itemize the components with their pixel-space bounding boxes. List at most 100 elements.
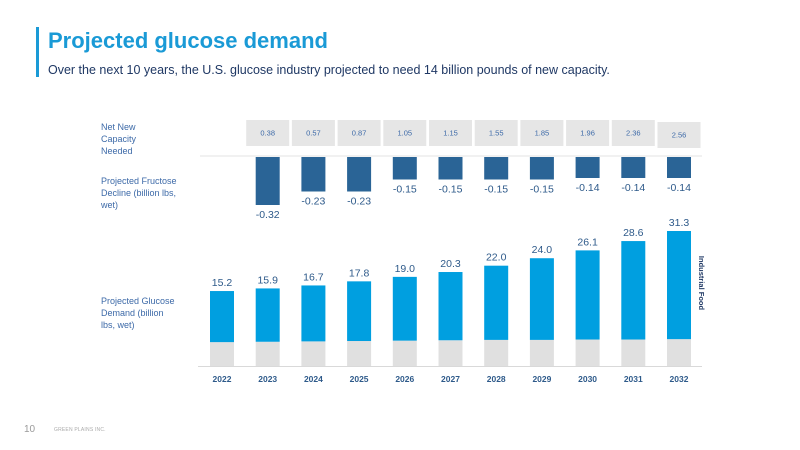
year-axis: 2022 2023 2024 2025 2026 2027 2028 2029 2030 2031…: [213, 374, 689, 384]
glucose-total-label: 28.6: [623, 227, 644, 239]
fructose-label-line: Decline (billion lbs,: [101, 188, 177, 198]
year-tick-label: 2023: [258, 374, 277, 384]
capacity-value: 1.55: [489, 129, 504, 138]
capacity-value: 2.56: [672, 131, 687, 140]
fructose-bar: [392, 157, 417, 180]
glucose-total-label: 15.9: [257, 274, 278, 286]
glucose-industrial-bar: [255, 341, 280, 366]
fructose-value-label: -0.14: [621, 182, 645, 194]
glucose-industrial-bar: [347, 341, 372, 366]
glucose-food-bar: [484, 265, 509, 340]
footer-company: GREEN PLAINS INC.: [54, 427, 106, 433]
capacity-value: 2.36: [626, 129, 641, 138]
year-tick-label: 2027: [441, 374, 460, 384]
capacity-box: [246, 120, 290, 146]
fructose-value-label: -0.14: [576, 182, 600, 194]
glucose-total-label: 19.0: [395, 263, 416, 275]
fructose-value-label: -0.15: [530, 184, 554, 196]
fructose-label-line: wet): [101, 200, 119, 210]
capacity-box: [474, 120, 518, 146]
page-subtitle: Over the next 10 years, the U.S. glucose…: [48, 63, 610, 77]
glucose-total-label: 24.0: [532, 244, 553, 256]
capacity-value: 1.05: [397, 129, 412, 138]
capacity-value: 1.85: [535, 129, 550, 138]
capacity-row-label: Net New Capacity Needed: [101, 121, 136, 157]
year-tick-label: 2028: [487, 374, 506, 384]
glucose-food-bar: [347, 281, 372, 342]
capacity-box: [383, 120, 427, 146]
year-tick-label: 2022: [213, 374, 232, 384]
capacity-value: 0.87: [352, 129, 367, 138]
glucose-industrial-bar: [438, 340, 463, 366]
glucose-total-label: 31.3: [669, 217, 690, 229]
capacity-label-line: Needed: [101, 146, 133, 156]
year-tick-label: 2031: [624, 374, 643, 384]
glucose-food-bar: [210, 291, 234, 343]
title-accent-bar: [36, 27, 39, 77]
capacity-box: [566, 120, 610, 146]
capacity-box: [337, 120, 381, 146]
page-title: Projected glucose demand: [48, 28, 328, 53]
fructose-value-label: -0.32: [256, 209, 280, 221]
glucose-industrial-bar: [575, 339, 600, 366]
fructose-row-label: Projected Fructose Decline (billion lbs,…: [101, 175, 177, 211]
year-tick-label: 2029: [532, 374, 551, 384]
glucose-total-label: 26.1: [577, 236, 598, 248]
fructose-value-label: -0.23: [301, 196, 325, 208]
glucose-industrial-bar: [529, 339, 554, 366]
glucose-total-label: 15.2: [212, 277, 233, 289]
glucose-total-label: 17.8: [349, 267, 370, 279]
glucose-label-line: Projected Glucose: [101, 296, 175, 306]
fructose-bar: [301, 157, 326, 192]
glucose-food-bar: [301, 285, 326, 342]
glucose-industrial-bar: [667, 339, 691, 366]
fructose-bar: [484, 157, 509, 180]
glucose-bars: 15.2 15.9 16.7 17.8 19.0 20.3 22.0 24.0 26.1 28.6…: [210, 217, 691, 366]
glucose-row-label: Projected Glucose Demand (billion lbs, w…: [101, 295, 175, 331]
fructose-bar: [575, 157, 600, 178]
year-tick-label: 2025: [350, 374, 369, 384]
year-tick-label: 2030: [578, 374, 597, 384]
glucose-food-bar: [438, 272, 463, 341]
fructose-bar: [621, 157, 646, 178]
glucose-industrial-bar: [392, 340, 417, 366]
year-tick-label: 2024: [304, 374, 323, 384]
capacity-box: [291, 120, 335, 146]
capacity-label-line: Capacity: [101, 134, 137, 144]
capacity-box: [429, 120, 472, 146]
glucose-total-label: 16.7: [303, 271, 324, 283]
capacity-box: [520, 120, 564, 146]
glucose-food-bar: [575, 250, 600, 340]
glucose-food-bar: [667, 231, 691, 340]
year-tick-label: 2032: [670, 374, 689, 384]
glucose-food-bar: [392, 276, 417, 341]
glucose-total-label: 22.0: [486, 252, 507, 264]
capacity-row: 0.38 0.57 0.87 1.05 1.15 1.55 1.85 1.96 2.36 2.56: [246, 120, 701, 148]
capacity-box: [657, 122, 701, 148]
capacity-value: 0.38: [260, 129, 275, 138]
glucose-industrial-bar: [621, 339, 646, 366]
fructose-value-label: -0.15: [439, 184, 463, 196]
fructose-bars: -0.32 -0.23 -0.23 -0.15 -0.15 -0.15 -0.15 -0.14…: [255, 157, 691, 221]
glucose-food-bar: [621, 241, 646, 340]
fructose-bar: [667, 157, 691, 178]
fructose-value-label: -0.14: [667, 182, 691, 194]
page-number: 10: [24, 424, 36, 435]
capacity-value: 1.15: [443, 129, 458, 138]
glucose-label-line: lbs, wet): [101, 320, 135, 330]
glucose-total-label: 20.3: [440, 258, 461, 270]
capacity-value: 1.96: [580, 129, 595, 138]
glucose-industrial-bar: [301, 341, 326, 366]
fructose-label-line: Projected Fructose: [101, 176, 177, 186]
capacity-box: [611, 120, 655, 146]
year-tick-label: 2026: [395, 374, 414, 384]
fructose-value-label: -0.15: [484, 184, 508, 196]
glucose-label-line: Demand (billion: [101, 308, 164, 318]
fructose-bar: [347, 157, 372, 192]
glucose-food-bar: [255, 288, 280, 342]
fructose-bar: [438, 157, 463, 180]
glucose-industrial-bar: [484, 339, 509, 366]
fructose-bar: [255, 157, 280, 205]
fructose-value-label: -0.23: [347, 196, 371, 208]
